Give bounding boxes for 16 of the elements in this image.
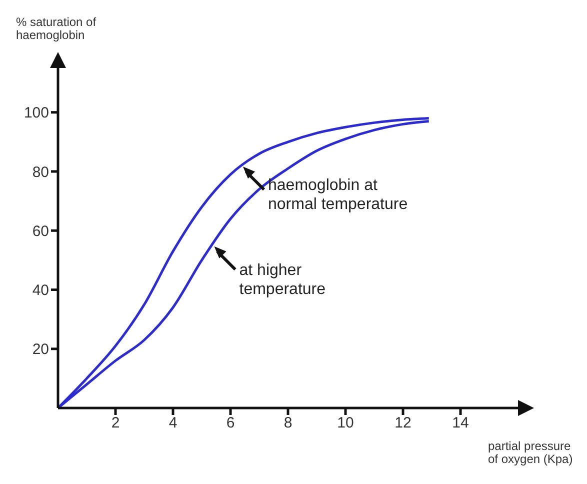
annotation: haemoglobin at normal temperature [268,176,409,214]
x-axis-title: partial pressure of oxygen (Kpa) [488,439,574,466]
annotation: at higher temperature [239,261,327,300]
y-tick-label: 100 [24,104,49,122]
x-tick-label: 6 [226,414,235,432]
y-tick-label: 60 [32,222,49,240]
x-tick-label: 8 [284,414,292,432]
x-tick-label: 10 [337,414,354,432]
x-tick-label: 4 [168,414,178,432]
y-axis-title: % saturation of haemoglobin [16,15,98,42]
x-tick-label: 12 [394,414,412,432]
y-tick-label: 80 [32,164,49,181]
x-tick-label: 14 [452,414,469,432]
y-tick-label: 40 [32,282,49,300]
y-tick-label: 20 [32,341,49,358]
x-tick-label: 2 [111,414,120,432]
